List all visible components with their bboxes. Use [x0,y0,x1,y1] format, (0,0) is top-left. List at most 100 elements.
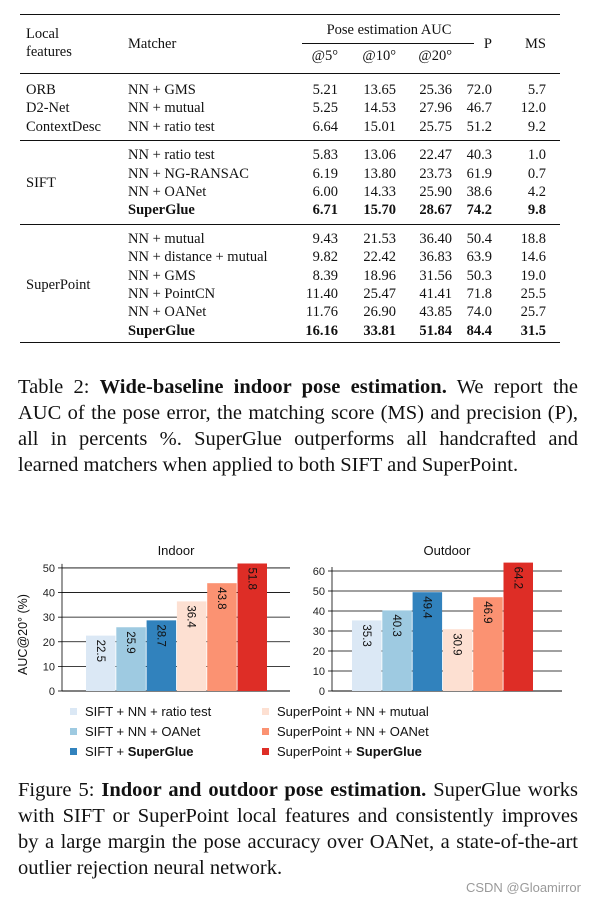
value-cell-auc5: 11.40 [305,286,338,302]
y-tick-label: 50 [313,586,325,598]
value-cell-auc20: 25.75 [419,118,452,135]
bar-value-label: 25.9 [124,631,136,653]
value-cell-auc10: 13.06 [363,147,396,164]
value-cell-auc5: 6.19 [312,165,338,182]
bar [237,563,267,691]
table-caption: Table 2: Wide-baseline indoor pose estim… [18,374,578,478]
y-tick-label: 40 [43,588,55,600]
y-tick-label: 50 [43,563,55,575]
legend-label: SIFT + [85,744,128,759]
value-cell-p: 74.2 [466,202,492,219]
value-cell-p: 71.8 [466,286,492,302]
y-tick-label: 10 [313,666,325,678]
value-cell-ms: 25.7 [520,304,546,321]
value-cell-auc5: 9.43 [312,230,338,247]
legend-swatch [262,728,269,735]
y-tick-label: 20 [43,637,55,649]
bar [207,583,237,691]
value-cell-auc20: 28.67 [419,202,452,219]
bar-value-label: 28.7 [154,624,166,646]
matcher-cell: NN + ratio test [128,118,215,135]
value-cell-auc5: 5.21 [312,82,338,98]
matcher-cell: NN + mutual [128,230,205,247]
value-cell-ms: 5.7 [527,82,546,98]
figure-caption-text: SuperGlue works with SIFT or SuperPoint … [18,779,579,879]
value-cell-p: 50.4 [466,230,492,247]
bar [176,601,207,691]
legend-swatch [70,748,77,755]
matcher-cell: NN + PointCN [128,286,216,302]
legend-item: SuperPoint + NN + mutual [262,704,429,720]
legend-swatch [70,708,77,715]
header-matcher: Matcher [128,36,177,52]
legend-swatch [70,728,77,735]
chart-title: Outdoor [424,543,472,558]
group-separator-rule [20,223,560,225]
value-cell-auc5: 6.00 [312,184,338,200]
matcher-cell: NN + distance + mutual [128,249,268,266]
value-cell-ms: 12.0 [520,100,546,117]
bar [442,629,473,691]
y-tick-label: 20 [313,646,325,658]
value-cell-p: 51.2 [466,118,492,135]
bar [86,635,116,691]
matcher-cell: NN + GMS [128,267,196,284]
header-ms: MS [525,36,546,52]
value-cell-p: 61.9 [466,165,492,182]
legend-label: SuperPoint + NN + OANet [277,724,429,739]
table-top-rule [20,14,560,16]
legend-item: SIFT + NN + ratio test [70,704,211,720]
value-cell-ms: 31.5 [520,322,546,339]
value-cell-auc20: 36.83 [419,249,452,266]
value-cell-auc5: 6.71 [312,202,338,219]
value-cell-auc5: 5.25 [312,100,338,117]
bar-value-label: 49.4 [420,596,432,619]
header-pose-group: Pose estimation AUC [326,22,452,38]
header-auc20: @20° [418,48,452,64]
bar-value-label: 46.9 [481,601,493,623]
value-cell-auc5: 9.82 [312,249,338,266]
value-cell-auc10: 26.90 [363,304,396,321]
value-cell-auc20: 27.96 [419,100,452,117]
bar [382,610,412,691]
legend-swatch [262,708,269,715]
y-tick-label: 0 [49,686,55,698]
figure-caption: Figure 5: Indoor and outdoor pose estima… [18,777,578,881]
bar-value-label: 51.8 [245,567,257,589]
value-cell-auc10: 25.47 [363,286,396,302]
bar-value-label: 36.4 [185,605,197,628]
value-cell-auc10: 33.81 [363,322,396,339]
value-cell-p: 84.4 [466,322,492,339]
bar [352,620,382,691]
value-cell-auc10: 18.96 [363,267,396,284]
value-cell-ms: 9.2 [527,118,546,135]
value-cell-auc10: 14.53 [363,100,396,117]
value-cell-p: 38.6 [466,184,492,200]
y-tick-label: 10 [43,661,55,673]
legend-label: SIFT + NN + OANet [85,724,201,739]
value-cell-auc20: 25.90 [419,184,452,200]
bar [473,597,503,691]
value-cell-auc5: 11.76 [305,304,338,321]
value-cell-ms: 1.0 [527,147,546,164]
value-cell-ms: 25.5 [520,286,546,302]
y-tick-label: 30 [43,612,55,624]
header-auc10: @10° [362,48,396,64]
bar [116,627,146,691]
value-cell-auc10: 13.80 [363,165,396,182]
legend-item: SIFT + NN + OANet [70,724,200,740]
value-cell-auc20: 23.73 [419,165,452,182]
value-cell-auc20: 41.41 [419,286,452,302]
bar-value-label: 22.5 [94,640,106,662]
value-cell-p: 50.3 [466,267,492,284]
value-cell-auc20: 22.47 [419,147,452,164]
value-cell-ms: 18.8 [520,230,546,247]
value-cell-auc10: 15.01 [363,118,396,135]
value-cell-auc10: 13.65 [363,82,396,98]
value-cell-auc20: 25.36 [419,82,452,98]
header-p: P [483,36,492,52]
figure-caption-title: Indoor and outdoor pose estimation. [101,779,427,801]
matcher-cell: NN + mutual [128,100,205,117]
value-cell-auc5: 8.39 [312,267,338,284]
value-cell-p: 74.0 [466,304,492,321]
